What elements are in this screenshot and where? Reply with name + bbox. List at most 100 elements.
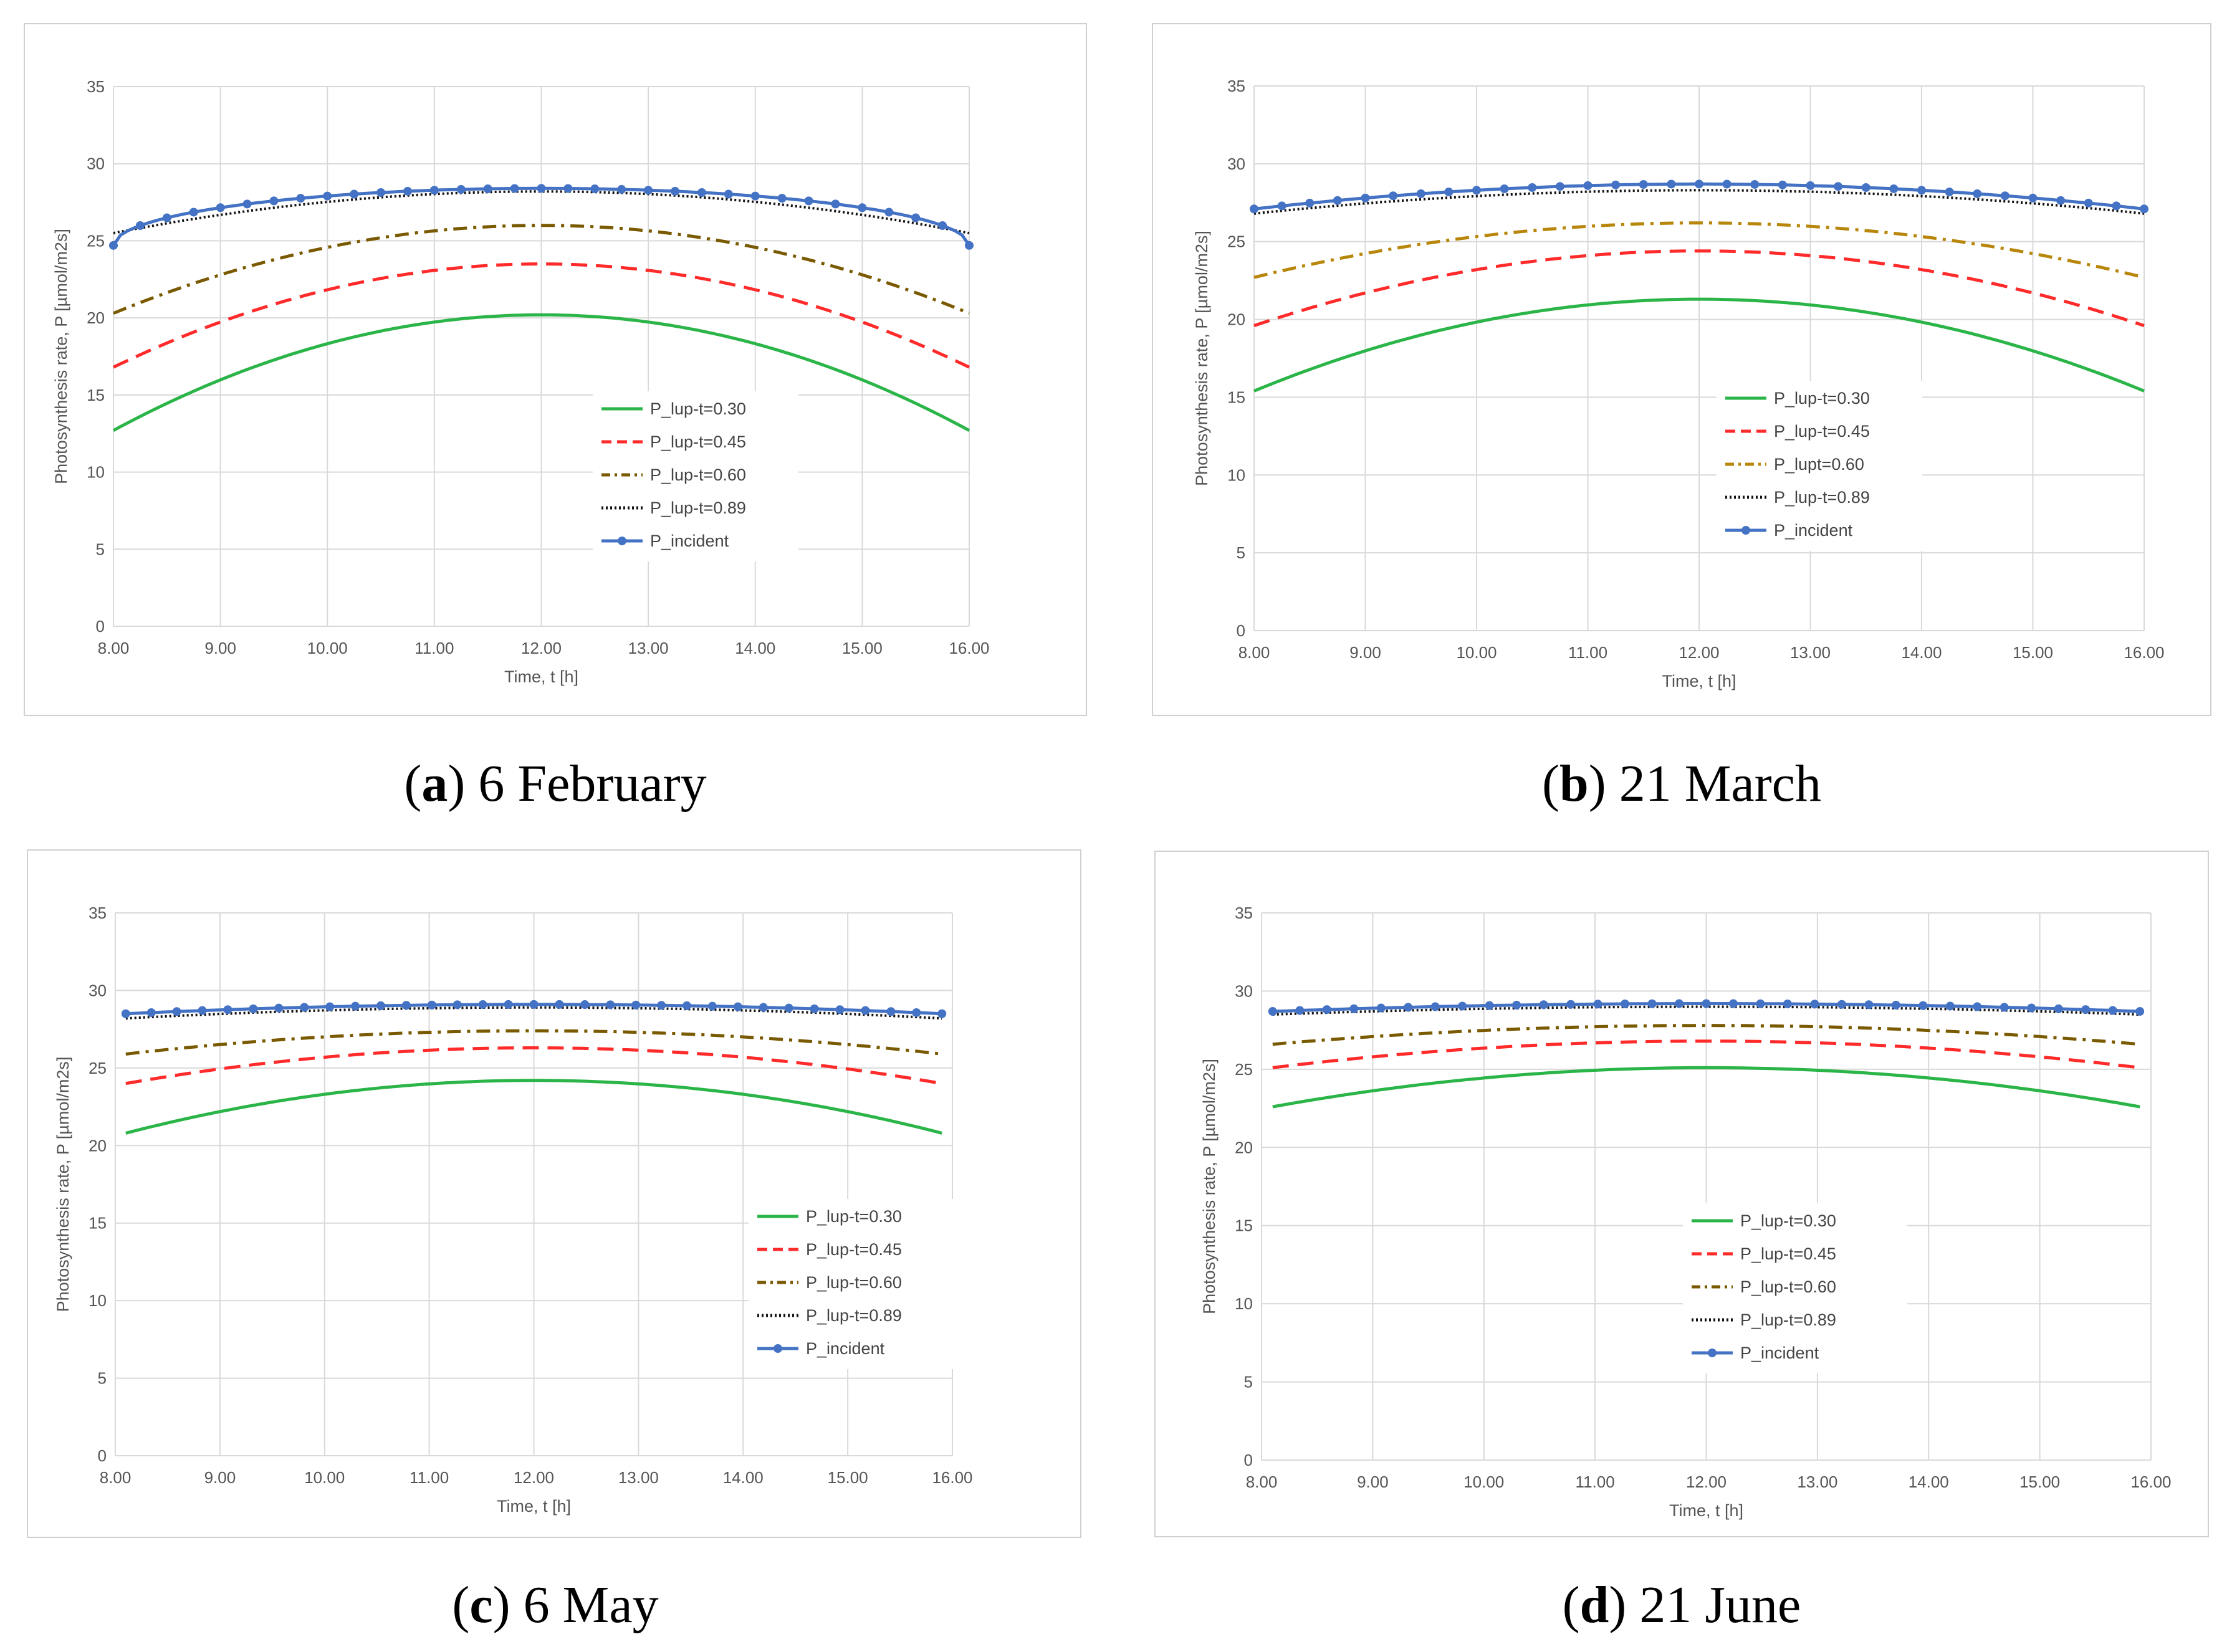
series-marker xyxy=(861,1006,870,1015)
series-marker xyxy=(510,184,519,193)
series-marker xyxy=(1806,181,1815,190)
series-marker xyxy=(1349,1004,1359,1013)
legend-label: P_incident xyxy=(806,1339,885,1358)
series-marker xyxy=(323,191,332,201)
y-tick-label: 20 xyxy=(87,308,105,327)
series-line-1 xyxy=(125,1046,942,1086)
series-line-2 xyxy=(1253,221,2145,279)
series-marker xyxy=(1305,198,1315,208)
series-marker xyxy=(759,1003,768,1012)
series-marker xyxy=(1973,189,1982,198)
caption-c: (c) 6 May xyxy=(452,1576,659,1634)
series-marker xyxy=(1566,1000,1576,1009)
x-tick-label: 11.00 xyxy=(414,639,454,657)
series-marker xyxy=(1889,184,1899,193)
x-tick-label: 12.00 xyxy=(514,1468,554,1487)
series-marker xyxy=(109,241,118,250)
legend-label: P_incident xyxy=(1740,1344,1819,1362)
legend-marker xyxy=(1741,526,1750,535)
chart-panel-d: 0 5 10 15 20 25 30 35 8.00 9.00 10.00 11.00 12.00 13.… xyxy=(1154,851,2209,1537)
series-marker xyxy=(189,208,198,217)
caption-b: (b) 21 March xyxy=(1542,755,1821,813)
series-marker xyxy=(683,1001,692,1010)
series-marker xyxy=(1361,193,1370,203)
series-marker xyxy=(777,194,787,203)
y-tick-label: 0 xyxy=(96,617,105,636)
series-marker xyxy=(1430,1002,1440,1011)
series-marker xyxy=(733,1002,742,1011)
chart-svg-c: 0 5 10 15 20 25 30 35 8.00 9.00 10.00 11.00 12.00 13.… xyxy=(54,904,973,1516)
y-tick-label: 5 xyxy=(1237,543,1245,562)
y-tick-label: 0 xyxy=(1244,1451,1253,1469)
x-tick-label: 11.00 xyxy=(410,1468,449,1487)
series-marker xyxy=(555,1000,564,1009)
series-marker xyxy=(580,1000,590,1010)
series-marker xyxy=(537,184,546,193)
x-axis-title: Time, t [h] xyxy=(1662,672,1736,690)
y-tick-label: 35 xyxy=(87,77,105,96)
series-marker xyxy=(1539,1000,1548,1010)
series-marker xyxy=(1722,179,1731,189)
series-line-0 xyxy=(1253,297,2145,393)
y-axis-title: Photosynthesis rate, P [µmol/m2s] xyxy=(54,1057,72,1312)
series-marker xyxy=(2112,201,2121,211)
series-marker xyxy=(2135,1007,2145,1016)
legend-label: P_lup-t=0.89 xyxy=(1774,488,1870,507)
caption-text: 6 February xyxy=(478,755,707,813)
x-tick-label: 15.00 xyxy=(2013,643,2053,662)
series-marker xyxy=(121,1009,130,1018)
series-marker xyxy=(750,191,760,201)
series-marker xyxy=(249,1004,258,1013)
series-marker xyxy=(1861,183,1870,192)
x-tick-label: 8.00 xyxy=(98,639,130,657)
series-line-1 xyxy=(112,262,970,369)
series-marker xyxy=(1416,189,1425,198)
series-marker xyxy=(1778,180,1787,189)
series-line-3 xyxy=(1253,189,2145,215)
series-marker xyxy=(269,196,279,206)
series-marker xyxy=(1404,1003,1413,1012)
x-tick-label: 16.00 xyxy=(2124,643,2164,662)
series-marker xyxy=(937,1009,947,1018)
y-tick-label: 10 xyxy=(89,1291,107,1310)
series-marker xyxy=(135,221,145,230)
x-tick-label: 8.00 xyxy=(100,1468,132,1487)
legend-marker xyxy=(774,1344,782,1353)
series-marker xyxy=(172,1007,181,1016)
y-tick-label: 10 xyxy=(1235,1294,1253,1313)
series-marker xyxy=(401,1001,411,1010)
series-line-0 xyxy=(125,1079,942,1135)
x-tick-label: 13.00 xyxy=(1790,643,1831,662)
series-line-1 xyxy=(1272,1039,2140,1069)
series-marker xyxy=(1583,181,1593,190)
legend-label: P_lup-t=0.89 xyxy=(650,499,746,517)
series-marker xyxy=(1667,179,1676,189)
series-marker xyxy=(1322,1005,1331,1015)
series-marker xyxy=(325,1002,335,1011)
y-tick-label: 20 xyxy=(89,1136,107,1155)
y-tick-label: 5 xyxy=(1244,1373,1253,1392)
caption-text: 21 March xyxy=(1619,755,1821,813)
y-axis-title: Photosynthesis rate, P [µmol/m2s] xyxy=(1200,1059,1219,1314)
series-marker xyxy=(274,1003,284,1013)
y-tick-label: 30 xyxy=(1227,155,1245,173)
series-marker xyxy=(198,1006,207,1015)
x-tick-label: 14.00 xyxy=(723,1468,764,1487)
series-marker xyxy=(1458,1001,1467,1011)
series-marker xyxy=(1728,999,1738,1008)
series-marker xyxy=(1810,1000,1819,1009)
legend-label: P_lupt=0.60 xyxy=(1774,455,1864,474)
series-marker xyxy=(1500,184,1509,193)
x-tick-label: 14.00 xyxy=(1901,643,1942,662)
x-tick-label: 10.00 xyxy=(304,1468,345,1487)
y-tick-label: 15 xyxy=(1227,388,1245,406)
series-marker xyxy=(1750,179,1760,189)
caption-a: (a) 6 February xyxy=(404,755,707,813)
series-marker xyxy=(1695,179,1703,189)
series-marker xyxy=(1675,999,1684,1008)
y-tick-label: 0 xyxy=(98,1446,107,1465)
legend: P_lup-t=0.30 P_lup-t=0.45 P_lup-t=0.60 P_lu… xyxy=(593,391,798,561)
series-line-3 xyxy=(113,190,970,235)
series-marker xyxy=(1295,1006,1305,1015)
chart-panel-a: 0 5 10 15 20 25 30 35 8.00 9.00 10.00 11.00 12.00 13.… xyxy=(24,23,1087,716)
